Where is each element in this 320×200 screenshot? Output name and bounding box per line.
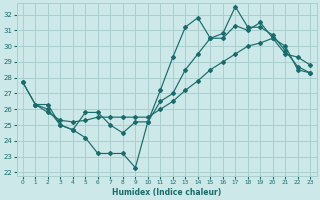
X-axis label: Humidex (Indice chaleur): Humidex (Indice chaleur) <box>112 188 221 197</box>
